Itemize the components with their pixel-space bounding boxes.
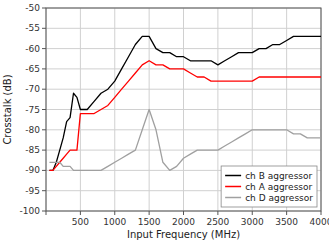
tick-mark	[42, 211, 46, 212]
tick-label: 3500	[275, 217, 298, 227]
tick-label: 4000	[310, 217, 329, 227]
grid	[46, 8, 321, 211]
tick-mark	[321, 211, 322, 215]
y-axis-label: Crosstalk (dB)	[2, 74, 13, 144]
tick-mark	[42, 28, 46, 29]
tick-mark	[286, 211, 287, 215]
tick-mark	[42, 170, 46, 171]
tick-mark	[114, 211, 115, 215]
tick-mark	[80, 211, 81, 215]
tick-mark	[217, 211, 218, 215]
tick-label: -95	[25, 186, 40, 196]
plot-frame	[46, 8, 321, 211]
grid-line	[46, 150, 321, 151]
tick-mark	[42, 190, 46, 191]
tick-label: -80	[25, 125, 40, 135]
tick-mark	[42, 129, 46, 130]
legend-swatch	[225, 175, 241, 177]
tick-mark	[42, 48, 46, 49]
ticks: 500 1000 1500 2000 2500 3000 3500 4000 -100 -95 -9…	[20, 3, 329, 227]
tick-label: -55	[25, 23, 40, 33]
tick-mark	[42, 109, 46, 110]
tick-label: 1000	[103, 217, 126, 227]
grid-line	[46, 89, 321, 90]
tick-label: -65	[25, 64, 40, 74]
tick-mark	[42, 8, 46, 9]
tick-mark	[149, 211, 150, 215]
legend-swatch	[225, 197, 241, 199]
legend-box	[221, 166, 317, 207]
tick-label: -70	[25, 84, 40, 94]
tick-mark	[42, 150, 46, 151]
series-line	[49, 36, 321, 170]
tick-mark	[252, 211, 253, 215]
tick-label: 3000	[241, 217, 264, 227]
tick-label: -85	[25, 145, 40, 155]
tick-label: -90	[25, 165, 40, 175]
legend: ch B aggressorch A aggressorch D aggress…	[221, 166, 317, 207]
tick-mark	[42, 68, 46, 69]
tick-label: 2000	[172, 217, 195, 227]
grid-line	[46, 48, 321, 49]
tick-label: 1500	[138, 217, 161, 227]
x-axis-label: Input Frequency (MHz)	[127, 229, 240, 240]
tick-label: 500	[72, 217, 89, 227]
tick-label: -60	[25, 44, 40, 54]
tick-label: -50	[25, 3, 40, 13]
tick-mark	[42, 89, 46, 90]
legend-swatch	[225, 186, 241, 188]
grid-line	[46, 28, 321, 29]
series-line	[49, 61, 321, 171]
tick-label: 2500	[206, 217, 229, 227]
tick-mark	[46, 211, 47, 215]
legend-label: ch A aggressor	[245, 182, 312, 192]
tick-label: -75	[25, 105, 40, 115]
series-line	[49, 110, 321, 171]
tick-mark	[183, 211, 184, 215]
lines	[49, 36, 321, 170]
legend-label: ch B aggressor	[245, 171, 312, 181]
chart: 500 1000 1500 2000 2500 3000 3500 4000 -100 -95 -9…	[0, 0, 329, 243]
tick-label: -100	[20, 206, 41, 216]
legend-label: ch D aggressor	[245, 193, 313, 203]
